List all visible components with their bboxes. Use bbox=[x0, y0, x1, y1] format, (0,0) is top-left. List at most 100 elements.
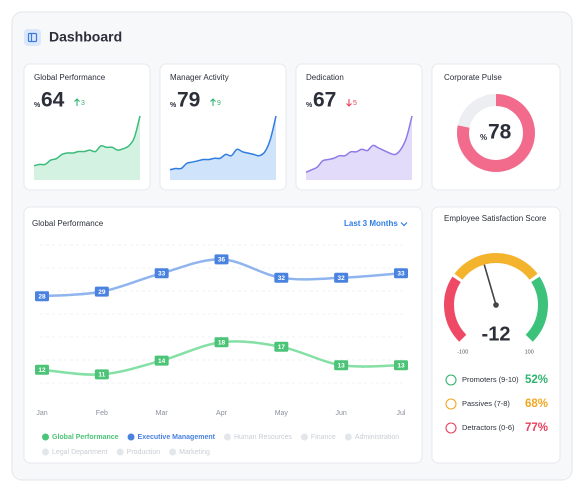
group-label: Promoters (9-10) bbox=[462, 375, 519, 384]
sparkline-area bbox=[34, 116, 140, 180]
point-label-box bbox=[214, 337, 229, 348]
point-label: 11 bbox=[98, 372, 105, 379]
legend-dot[interactable] bbox=[42, 448, 49, 456]
kpi-delta: 3 bbox=[81, 100, 85, 107]
group-value: 52% bbox=[525, 374, 548, 386]
x-tick-label: Jan bbox=[36, 410, 47, 417]
kpi-delta: 9 bbox=[217, 100, 221, 107]
satisfaction-title: Employee Satisfaction Score bbox=[444, 214, 547, 223]
point-label: 17 bbox=[278, 344, 286, 351]
gauge-tick-label: 100 bbox=[525, 350, 534, 356]
legend-dot[interactable] bbox=[300, 433, 308, 441]
x-tick-label: Jun bbox=[336, 410, 347, 417]
legend-item[interactable]: Global Performance bbox=[52, 434, 119, 441]
group-icon bbox=[445, 422, 457, 434]
legend-dot[interactable] bbox=[223, 433, 231, 441]
group-label: Detractors (0-6) bbox=[462, 423, 515, 432]
header-icon bbox=[24, 29, 41, 46]
kpi-title: Dedication bbox=[306, 73, 344, 82]
gauge-hub bbox=[493, 302, 499, 308]
legend-dot[interactable] bbox=[169, 448, 177, 456]
gauge-segment bbox=[444, 276, 467, 342]
legend-item[interactable]: Marketing bbox=[179, 449, 210, 456]
kpi-title: Global Performance bbox=[34, 73, 106, 82]
x-tick-label: Feb bbox=[96, 410, 108, 417]
sparkline bbox=[305, 115, 413, 174]
point-label-box bbox=[214, 254, 229, 265]
pulse-value: 78 bbox=[488, 121, 512, 144]
kpi-unit: % bbox=[34, 102, 41, 109]
delta-arrow bbox=[210, 98, 216, 106]
delta-arrow bbox=[346, 99, 352, 107]
point-label: 33 bbox=[397, 270, 405, 277]
period-dropdown[interactable]: Last 3 Months bbox=[344, 219, 398, 228]
kpi-unit: % bbox=[170, 102, 177, 109]
legend-item[interactable]: Production bbox=[127, 449, 161, 456]
pulse-title: Corporate Pulse bbox=[444, 73, 502, 82]
card bbox=[431, 63, 561, 191]
card bbox=[23, 206, 423, 464]
group-value: 77% bbox=[525, 422, 548, 434]
legend-item[interactable]: Legal Department bbox=[52, 449, 108, 456]
kpi-title: Manager Activity bbox=[170, 73, 229, 82]
point-label-box bbox=[334, 272, 349, 283]
point-label: 33 bbox=[158, 270, 166, 277]
point-label-box bbox=[394, 268, 408, 279]
point-label-box bbox=[274, 272, 289, 283]
donut-arc bbox=[457, 94, 535, 172]
point-label: 36 bbox=[218, 257, 226, 264]
gauge-tick-label: -100 bbox=[457, 350, 468, 356]
legend-dot[interactable] bbox=[344, 433, 352, 441]
delta-arrow bbox=[74, 98, 80, 106]
sparkline bbox=[33, 115, 141, 167]
point-label: 32 bbox=[338, 275, 346, 282]
gauge-needle bbox=[483, 264, 497, 306]
point-label: 28 bbox=[38, 293, 46, 300]
x-tick-label: Apr bbox=[216, 410, 228, 417]
legend-item[interactable]: Human Resources bbox=[234, 434, 292, 441]
point-label: 13 bbox=[397, 362, 405, 369]
point-label-box bbox=[154, 268, 169, 279]
point-label: 32 bbox=[278, 275, 286, 282]
kpi-value: 67 bbox=[313, 89, 336, 112]
gauge-value: -12 bbox=[482, 323, 511, 345]
sparkline bbox=[169, 115, 277, 171]
group-value: 68% bbox=[525, 398, 548, 410]
point-label-box bbox=[94, 286, 109, 297]
group-icon bbox=[445, 398, 457, 410]
x-tick-label: Jul bbox=[397, 410, 406, 417]
pulse-unit: % bbox=[480, 133, 487, 142]
point-label-box bbox=[274, 341, 289, 352]
kpi-value: 79 bbox=[177, 89, 200, 112]
point-label-box bbox=[35, 364, 49, 375]
legend-dot[interactable] bbox=[42, 433, 49, 441]
group-icon bbox=[445, 374, 457, 386]
x-tick-label: Mar bbox=[156, 410, 169, 417]
point-label: 29 bbox=[98, 289, 106, 296]
page-title: Dashboard bbox=[49, 29, 122, 45]
point-label: 18 bbox=[218, 339, 226, 346]
legend-item[interactable]: Finance bbox=[311, 434, 336, 441]
kpi-unit: % bbox=[306, 102, 313, 109]
point-label: 12 bbox=[38, 367, 46, 374]
x-tick-label: May bbox=[275, 410, 289, 417]
point-label: 14 bbox=[158, 358, 166, 365]
point-label-box bbox=[35, 291, 49, 302]
kpi-value: 64 bbox=[41, 89, 65, 112]
point-label-box bbox=[94, 369, 109, 380]
gauge-segment bbox=[454, 253, 538, 280]
legend-item[interactable]: Administration bbox=[355, 434, 399, 441]
sparkline-area bbox=[306, 116, 412, 180]
point-label-box bbox=[394, 360, 408, 371]
legend-dot[interactable] bbox=[127, 433, 135, 441]
kpi-delta: 5 bbox=[353, 100, 357, 107]
point-label: 13 bbox=[338, 362, 346, 369]
gauge-segment bbox=[525, 276, 548, 342]
point-label-box bbox=[154, 355, 169, 366]
legend-item[interactable]: Executive Management bbox=[138, 434, 216, 441]
sparkline-area bbox=[170, 116, 276, 180]
legend-dot[interactable] bbox=[116, 448, 124, 456]
dropdown-chevron[interactable] bbox=[400, 222, 408, 227]
header-icon-glyph bbox=[27, 32, 38, 43]
